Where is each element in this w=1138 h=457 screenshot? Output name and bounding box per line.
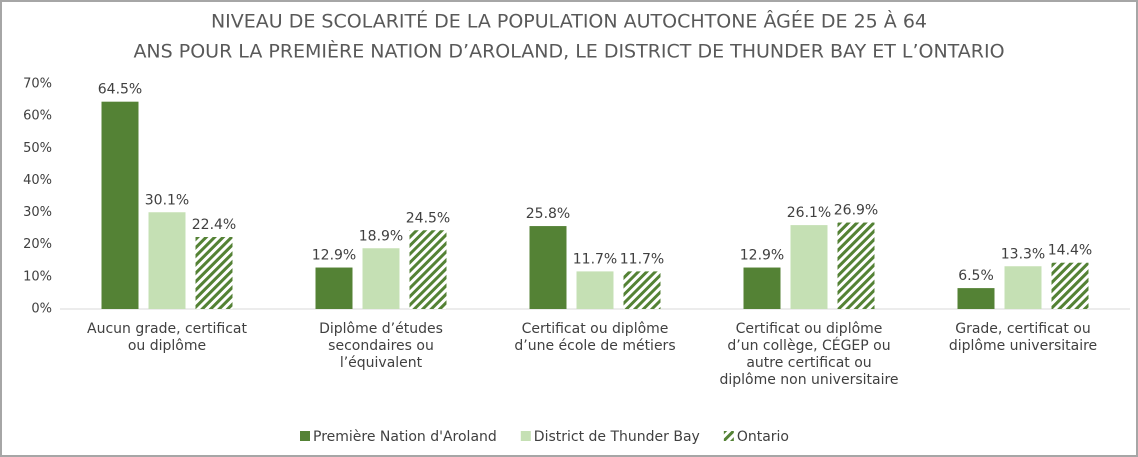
legend-label: Ontario: [737, 429, 789, 445]
bar: [837, 222, 875, 309]
bar: [576, 271, 614, 309]
bar: [529, 226, 567, 309]
bar: [957, 288, 995, 309]
bar: [362, 248, 400, 309]
y-tick-label: 50%: [23, 141, 52, 156]
data-label: 25.8%: [526, 206, 570, 222]
data-label: 30.1%: [145, 192, 189, 208]
legend-label: District de Thunder Bay: [534, 429, 700, 445]
y-tick-label: 10%: [23, 269, 52, 284]
y-tick-label: 40%: [23, 173, 52, 188]
data-label: 11.7%: [620, 251, 664, 267]
data-label: 26.1%: [787, 205, 831, 221]
bar: [315, 267, 353, 309]
data-label: 13.3%: [1001, 246, 1045, 262]
bar: [148, 212, 186, 309]
chart-title: ANS POUR LA PREMIÈRE NATION D’AROLAND, L…: [133, 40, 1004, 63]
y-tick-label: 0%: [31, 302, 52, 317]
y-tick-label: 30%: [23, 205, 52, 220]
y-tick-label: 60%: [23, 109, 52, 124]
chart-title: NIVEAU DE SCOLARITÉ DE LA POPULATION AUT…: [211, 10, 927, 33]
bar: [101, 101, 139, 309]
bar: [623, 271, 661, 309]
bar: [790, 225, 828, 309]
x-tick-label: Grade, certificat ou diplôme universitai…: [948, 321, 1098, 354]
data-label: 24.5%: [406, 210, 450, 226]
y-tick-label: 70%: [23, 77, 52, 92]
legend-swatch: [723, 431, 734, 441]
data-label: 26.9%: [834, 203, 878, 219]
bar: [195, 237, 233, 309]
x-tick-label: Certificat ou diplôme d’un collège, CÉGE…: [719, 321, 899, 388]
x-tick-label: Diplôme d’études secondaires ou l’équiva…: [319, 321, 443, 371]
data-label: 64.5%: [98, 82, 142, 98]
bar: [743, 267, 781, 309]
data-label: 11.7%: [573, 251, 617, 267]
data-label: 14.4%: [1048, 243, 1092, 259]
legend-label: Première Nation d'Aroland: [313, 429, 497, 445]
bar: [409, 230, 447, 309]
data-label: 18.9%: [359, 228, 403, 244]
x-tick-label: Certificat ou diplôme d’une école de mét…: [514, 321, 676, 354]
bar: [1051, 262, 1089, 309]
data-label: 12.9%: [740, 248, 784, 264]
legend-swatch: [520, 431, 531, 441]
data-label: 6.5%: [958, 268, 994, 284]
data-label: 12.9%: [312, 248, 356, 264]
legend-swatch: [300, 431, 310, 441]
data-label: 22.4%: [192, 217, 236, 233]
y-tick-label: 20%: [23, 237, 52, 252]
bar: [1004, 266, 1042, 309]
x-tick-label: Aucun grade, certificat ou diplôme: [87, 321, 247, 354]
